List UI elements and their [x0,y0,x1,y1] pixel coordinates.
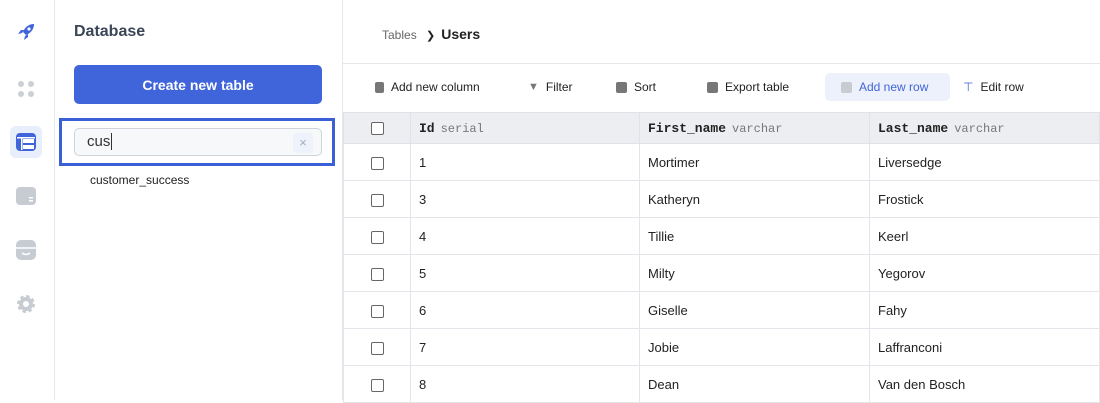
table-row[interactable]: 4 Tillie Keerl [343,217,1100,255]
cell-last-name[interactable]: Fahy [869,291,1100,329]
table-row[interactable]: 3 Katheryn Frostick [343,180,1100,218]
export-icon [707,81,718,93]
cell-id[interactable]: 3 [410,180,640,218]
cell-first-name[interactable]: Milty [639,254,870,292]
table-header: Id serial First_name varchar Last_name varc… [343,112,1100,144]
clear-search-button[interactable]: × [293,133,313,153]
sort-button[interactable]: Sort [608,73,664,101]
row-checkbox[interactable] [370,341,384,355]
table-row[interactable]: 5 Milty Yegorov [343,254,1100,292]
label: Add new column [391,80,480,94]
chevron-right-icon: ❯ [426,30,436,42]
cell-id[interactable]: 1 [410,143,640,181]
row-checkbox[interactable] [370,378,384,392]
table-row[interactable]: 8 Dean Van den Bosch [343,365,1100,403]
cell-first-name[interactable]: Mortimer [639,143,870,181]
column-header-last-name[interactable]: Last_name varchar [869,112,1100,144]
add-row-button[interactable]: Add new row [825,73,950,101]
database-panel: Database Create new table cus × customer… [55,0,343,400]
cell-last-name[interactable]: Van den Bosch [869,365,1100,403]
users-table: Id serial First_name varchar Last_name varc… [343,112,1100,403]
label: Filter [545,80,573,94]
gear-icon[interactable] [10,288,42,320]
app-sidebar [0,0,55,400]
panel-title: Database [74,23,146,40]
cell-first-name[interactable]: Jobie [639,328,870,366]
cell-last-name[interactable]: Frostick [869,180,1100,218]
export-table-button[interactable]: Export table [699,73,797,101]
rocket-icon[interactable] [10,16,42,48]
column-header-id[interactable]: Id serial [410,112,640,144]
search-value: cus [87,133,111,150]
cell-last-name[interactable]: Liversedge [869,143,1100,181]
table-row[interactable]: 6 Giselle Fahy [343,291,1100,329]
store-icon[interactable] [10,234,42,266]
filter-button[interactable]: ▼ Filter [520,73,581,101]
apps-icon[interactable] [10,73,42,105]
breadcrumb: Tables ❯ Users [382,26,480,42]
cell-id[interactable]: 8 [410,365,640,403]
cell-id[interactable]: 4 [410,217,640,255]
label: Sort [634,80,657,94]
cell-first-name[interactable]: Tillie [639,217,870,255]
add-column-button[interactable]: Add new column [367,73,488,101]
create-table-button[interactable]: Create new table [74,65,322,104]
row-checkbox[interactable] [370,267,384,281]
cell-first-name[interactable]: Katheryn [639,180,870,218]
row-icon [841,81,852,93]
wallet-icon[interactable] [10,180,42,212]
table-search-input[interactable]: cus × [74,128,322,156]
edit-row-button[interactable]: ⊤ Edit row [955,73,1032,101]
select-all-checkbox[interactable] [370,121,384,135]
focus-highlight [59,118,335,166]
filter-icon: ▼ [528,81,539,93]
table-row[interactable]: 7 Jobie Laffranconi [343,328,1100,366]
label: Edit row [980,80,1024,94]
label: Export table [725,80,790,94]
label: Add new row [859,80,929,94]
row-checkbox[interactable] [370,156,384,170]
cell-id[interactable]: 5 [410,254,640,292]
edit-row-icon: ⊤ [963,80,974,94]
column-icon [375,81,384,93]
breadcrumb-tables[interactable]: Tables [382,28,417,42]
cell-first-name[interactable]: Dean [639,365,870,403]
cell-last-name[interactable]: Yegorov [869,254,1100,292]
column-header-first-name[interactable]: First_name varchar [639,112,870,144]
cell-last-name[interactable]: Laffranconi [869,328,1100,366]
cell-id[interactable]: 6 [410,291,640,329]
breadcrumb-current: Users [441,26,481,42]
row-checkbox[interactable] [370,304,384,318]
cell-last-name[interactable]: Keerl [869,217,1100,255]
row-checkbox[interactable] [370,230,384,244]
divider [343,63,1100,64]
sort-icon [616,81,627,93]
table-row[interactable]: 1 Mortimer Liversedge [343,143,1100,181]
row-checkbox[interactable] [370,193,384,207]
cell-first-name[interactable]: Giselle [639,291,870,329]
search-result-item[interactable]: customer_success [90,173,190,187]
table-icon[interactable] [10,126,42,158]
cell-id[interactable]: 7 [410,328,640,366]
